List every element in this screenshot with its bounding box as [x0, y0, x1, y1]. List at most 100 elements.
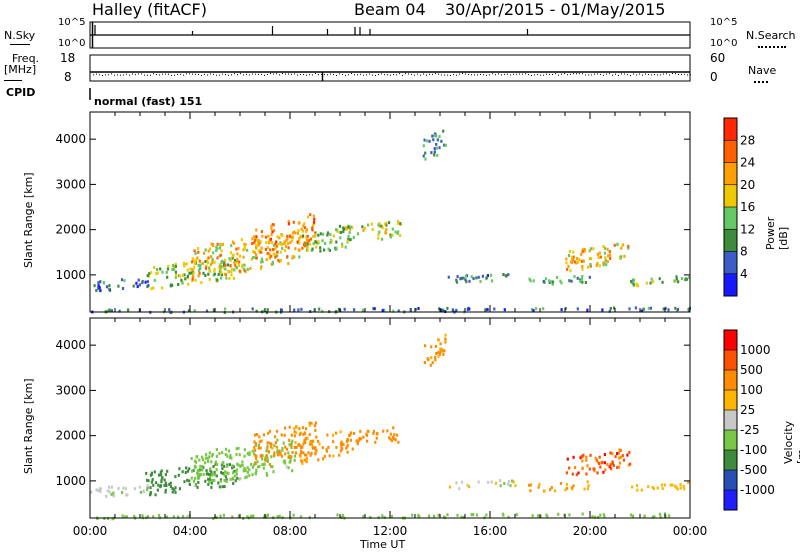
- velocity-cell-4: [346, 444, 349, 448]
- power-cell-4: [384, 231, 387, 234]
- velocity-cell-0: [149, 491, 152, 494]
- velocity-cell-0: [210, 470, 213, 474]
- velocity-cell-10: [146, 484, 150, 488]
- power-cell-8: [598, 251, 601, 255]
- velocity-cell-0: [159, 484, 162, 488]
- power-cell-2: [286, 234, 289, 238]
- velocity-cell-0: [166, 469, 169, 473]
- velocity-cell-3: [339, 430, 342, 434]
- power-cell-1: [236, 252, 239, 256]
- power-cell-10: [144, 280, 147, 284]
- velocity-cell-4: [392, 426, 395, 430]
- velocity-cell-1: [265, 449, 268, 453]
- power-cell-1: [240, 265, 244, 269]
- velocity-cell-4: [392, 435, 395, 439]
- power-cell-3: [339, 236, 342, 240]
- power-cell-8: [580, 259, 583, 263]
- velocity-cell-1: [288, 443, 291, 447]
- velocity-cell-4: [389, 432, 392, 436]
- velocity-cell-1: [226, 464, 229, 468]
- power-cell-0: [216, 278, 219, 282]
- velocity-cell-9: [661, 487, 664, 491]
- velocity-cell-1: [251, 473, 254, 477]
- velocity-cell-2: [288, 438, 291, 442]
- power-cell-1: [224, 263, 227, 267]
- velocity-cell-11: [237, 514, 240, 518]
- velocity-cell-11: [146, 515, 150, 519]
- velocity-cell-1: [266, 460, 269, 464]
- velocity-cell-10: [138, 485, 141, 489]
- velocity-cell-7: [586, 487, 589, 491]
- power-colorbar-tick-label: 16: [740, 200, 755, 214]
- nave-dot: [282, 73, 283, 75]
- velocity-cell-1: [276, 449, 279, 453]
- power-cell-1: [252, 249, 255, 253]
- power-cell-3: [314, 240, 317, 244]
- velocity-cell-0: [184, 471, 187, 474]
- velocity-cell-2: [269, 445, 273, 449]
- power-cell-9: [633, 278, 636, 282]
- power-cell-9: [661, 280, 664, 284]
- power-cell-7: [581, 280, 584, 284]
- power-cell-5: [436, 153, 439, 157]
- velocity-cell-0: [225, 478, 228, 482]
- power-cell-1: [215, 245, 218, 249]
- velocity-cell-6: [499, 479, 502, 483]
- power-cell-1: [271, 262, 274, 266]
- power-cell-9: [675, 275, 678, 279]
- nave-dot: [360, 73, 361, 75]
- power-cell-3: [329, 241, 332, 244]
- velocity-colorbar-swatch: [724, 410, 737, 431]
- power-cell-4: [367, 223, 370, 227]
- velocity-cell-5: [444, 333, 447, 337]
- velocity-cell-0: [214, 462, 217, 466]
- nave-dot: [396, 74, 397, 76]
- nave-dot: [672, 73, 673, 75]
- velocity-cell-3: [305, 458, 308, 462]
- power-cell-0: [182, 261, 186, 265]
- power-cell-1: [242, 267, 245, 271]
- nave-dot: [195, 73, 196, 75]
- power-cell-3: [319, 249, 322, 253]
- power-cell-1: [255, 243, 258, 247]
- velocity-cell-1: [266, 473, 269, 477]
- velocity-cell-1: [254, 472, 257, 475]
- velocity-cell-2: [285, 447, 289, 451]
- power-cell-1: [191, 257, 194, 261]
- power-cell-1: [272, 243, 275, 247]
- velocity-cell-7: [586, 480, 589, 484]
- velocity-cell-9: [640, 488, 643, 492]
- velocity-cell-10: [122, 486, 125, 490]
- power-cell-0: [174, 262, 177, 266]
- velocity-cell-1: [199, 473, 202, 477]
- velocity-cell-1: [211, 472, 215, 476]
- velocity-colorbar-tick-label: -25: [740, 423, 760, 437]
- velocity-cell-4: [366, 429, 369, 433]
- velocity-cell-0: [152, 483, 155, 487]
- velocity-cell-11: [152, 515, 155, 519]
- nave-dot: [669, 74, 670, 76]
- power-cell-1: [209, 263, 212, 267]
- velocity-cell-11: [602, 513, 605, 517]
- power-cell-4: [344, 226, 347, 230]
- power-cell-1: [281, 246, 284, 250]
- velocity-cell-1: [223, 479, 226, 482]
- nave-dot: [141, 73, 142, 75]
- velocity-cell-8: [573, 466, 577, 469]
- velocity-cell-0: [150, 480, 153, 484]
- velocity-cell-0: [209, 473, 213, 477]
- power-cell-1: [212, 251, 215, 255]
- velocity-cell-8: [618, 456, 621, 460]
- velocity-cell-1: [201, 458, 205, 462]
- velocity-cell-1: [284, 461, 287, 465]
- power-cell-0: [200, 281, 203, 285]
- nave-dot: [363, 74, 364, 76]
- velocity-cell-1: [257, 465, 260, 469]
- velocity-cell-2: [279, 452, 282, 456]
- velocity-cell-9: [687, 481, 690, 484]
- power-cell-1: [216, 247, 219, 251]
- velocity-cell-8: [599, 465, 602, 469]
- nave-dot: [288, 73, 289, 75]
- velocity-cell-0: [171, 487, 174, 491]
- power-cell-1: [198, 259, 201, 263]
